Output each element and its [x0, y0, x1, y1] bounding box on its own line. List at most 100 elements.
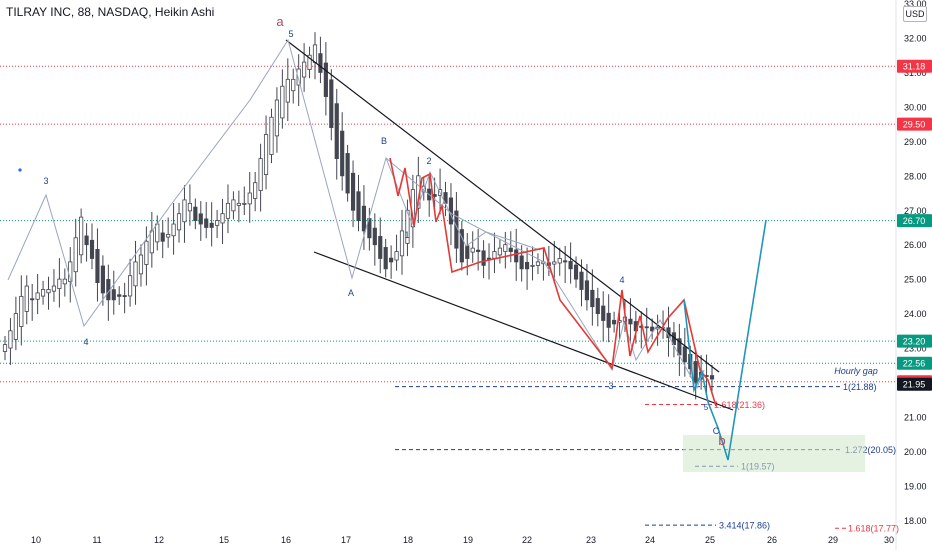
- candle-body-down: [650, 326, 655, 332]
- candle-body-up: [155, 223, 160, 243]
- y-tick-label: 25.00: [904, 275, 927, 285]
- candle-body-down: [356, 191, 361, 221]
- candle-body-up: [171, 223, 176, 237]
- candle-body-up: [280, 85, 285, 119]
- price-level-badge: [897, 377, 932, 391]
- candle-body-down: [459, 229, 464, 263]
- candle-body-down: [204, 218, 209, 228]
- candle-body-up: [655, 326, 660, 330]
- target-zone-box: [683, 435, 865, 472]
- price-level-badge-label: 29.50: [903, 120, 926, 130]
- candle-body-down: [345, 153, 350, 194]
- wave-label: B: [381, 136, 387, 146]
- candle-body-up: [176, 213, 182, 231]
- price-level-badge: [897, 214, 932, 228]
- x-tick-label: 26: [767, 535, 777, 545]
- candle-body-up: [8, 330, 13, 349]
- y-tick-label: 19.00: [904, 481, 927, 491]
- drawings-layer: [7, 38, 767, 461]
- x-tick-label: 11: [92, 535, 101, 545]
- wave-label: C: [713, 426, 720, 436]
- candle-body-down: [361, 205, 367, 232]
- candle-body-up: [394, 251, 399, 261]
- candle-body-down: [709, 375, 715, 380]
- y-tick-label: 26.00: [904, 240, 927, 250]
- candle-body-up: [127, 275, 133, 297]
- x-tick-label: 22: [522, 535, 532, 545]
- candle-body-up: [302, 61, 307, 78]
- candle-body-down: [573, 264, 579, 280]
- candles-layer: [2, 32, 715, 400]
- candle-body-up: [24, 285, 29, 312]
- wave-label: Hourly gap: [834, 366, 878, 376]
- y-tick-label: 23.00: [904, 344, 927, 354]
- fib-level-label: 1.618(17.77): [848, 524, 899, 534]
- price-level-badge: [897, 117, 932, 131]
- price-level-badge-label: 23.20: [903, 337, 926, 347]
- candle-body-up: [285, 78, 290, 103]
- candle-body-down: [486, 257, 492, 260]
- candle-body-down: [476, 249, 481, 252]
- candle-body-down: [606, 312, 611, 328]
- candle-body-up: [312, 44, 318, 63]
- y-tick-label: 32.00: [904, 34, 927, 44]
- fib-level-label: 3.414(17.86): [719, 521, 770, 531]
- candle-body-up: [269, 116, 274, 155]
- candle-body-down: [318, 53, 323, 73]
- y-tick-label: 20.00: [904, 447, 927, 457]
- x-tick-label: 16: [281, 535, 291, 545]
- candle-body-up: [13, 313, 18, 340]
- upper-trendline: [285, 39, 720, 373]
- x-tick-label: 30: [884, 535, 894, 545]
- y-tick-label: 30.00: [904, 102, 927, 112]
- candle-body-up: [557, 258, 562, 264]
- wave-label: A: [348, 288, 354, 298]
- red-wave-path: [389, 157, 717, 407]
- price-level-badge-label: 21.95: [903, 380, 926, 390]
- price-level-badge-label: 26.70: [903, 216, 926, 226]
- candle-body-up: [166, 233, 171, 238]
- candle-body-up: [35, 292, 40, 300]
- candle-body-down: [329, 79, 334, 128]
- price-level-badge-label: 31.18: [903, 62, 926, 72]
- fib-level-label: 1.272(20.05): [845, 445, 896, 455]
- y-tick-label: 28.00: [904, 171, 927, 181]
- x-tick-label: 12: [154, 535, 164, 545]
- candle-body-up: [399, 230, 405, 257]
- y-tick-label: 31.00: [904, 68, 927, 78]
- candle-body-up: [530, 264, 535, 267]
- wave-label: 3: [608, 381, 613, 391]
- candle-body-down: [525, 261, 530, 270]
- candle-body-up: [225, 202, 231, 219]
- candle-body-up: [57, 278, 62, 289]
- fib-level-label: 1.618(21.36): [714, 400, 765, 410]
- candle-body-up: [46, 289, 51, 294]
- candle-body-down: [122, 295, 127, 297]
- y-tick-label: 27.00: [904, 206, 927, 216]
- candle-body-up: [497, 247, 502, 256]
- candle-body-up: [535, 261, 541, 266]
- candle-body-up: [187, 202, 192, 212]
- blue-dot-marker: [18, 168, 22, 172]
- candle-body-up: [220, 213, 225, 224]
- candle-body-up: [73, 237, 78, 273]
- wave-label: 4: [83, 337, 88, 347]
- currency-badge[interactable]: USD: [903, 6, 927, 22]
- candle-body-up: [62, 278, 67, 285]
- candle-body-up: [470, 247, 475, 253]
- wave-label: 4: [619, 275, 624, 285]
- candle-body-up: [405, 209, 410, 244]
- candle-body-down: [601, 305, 606, 321]
- candle-body-down: [209, 222, 214, 228]
- candle-body-up: [263, 134, 269, 175]
- x-tick-label: 23: [586, 535, 596, 545]
- candle-body-down: [340, 130, 345, 177]
- candle-body-up: [2, 344, 8, 352]
- x-tick-label: 10: [31, 535, 41, 545]
- candle-body-down: [95, 249, 100, 283]
- candle-body-down: [644, 326, 649, 329]
- x-tick-label: 17: [341, 535, 351, 545]
- candle-body-up: [242, 202, 247, 205]
